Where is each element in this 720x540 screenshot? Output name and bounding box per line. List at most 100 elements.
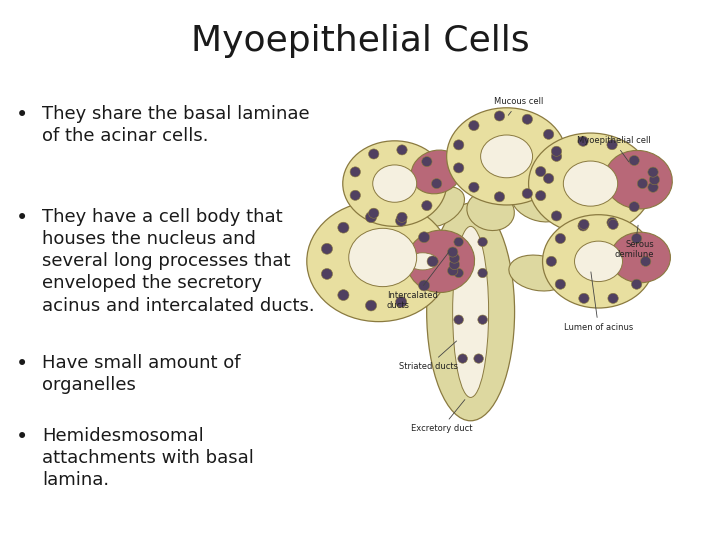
Circle shape — [544, 129, 554, 139]
Circle shape — [338, 222, 349, 233]
Ellipse shape — [528, 133, 652, 234]
Circle shape — [422, 157, 432, 167]
Circle shape — [458, 354, 467, 363]
Circle shape — [641, 256, 651, 266]
Circle shape — [321, 244, 333, 254]
Circle shape — [578, 221, 588, 231]
Text: •: • — [16, 354, 28, 374]
Text: •: • — [16, 105, 28, 125]
Circle shape — [454, 268, 464, 278]
Circle shape — [454, 140, 464, 150]
Text: They share the basal laminae
of the acinar cells.: They share the basal laminae of the acin… — [42, 105, 310, 145]
Circle shape — [397, 212, 408, 222]
Text: Striated ducts: Striated ducts — [399, 341, 458, 371]
Ellipse shape — [611, 232, 670, 283]
Text: Have small amount of
organelles: Have small amount of organelles — [42, 354, 240, 394]
Circle shape — [544, 173, 554, 184]
Circle shape — [478, 237, 487, 247]
Circle shape — [607, 140, 617, 150]
Text: •: • — [16, 208, 28, 228]
Ellipse shape — [563, 161, 618, 206]
Text: •: • — [16, 427, 28, 447]
Circle shape — [629, 156, 639, 166]
Circle shape — [369, 208, 379, 218]
Ellipse shape — [307, 201, 451, 322]
Circle shape — [366, 300, 377, 311]
Ellipse shape — [512, 184, 565, 222]
Circle shape — [449, 260, 459, 269]
Circle shape — [395, 215, 407, 226]
Circle shape — [395, 296, 407, 307]
Circle shape — [522, 114, 533, 124]
Circle shape — [418, 280, 430, 291]
Ellipse shape — [408, 253, 438, 270]
Text: Mucous cell: Mucous cell — [494, 97, 544, 116]
Circle shape — [629, 201, 639, 212]
Ellipse shape — [407, 230, 474, 293]
Circle shape — [555, 233, 565, 244]
Ellipse shape — [575, 241, 623, 281]
Circle shape — [552, 211, 562, 221]
Ellipse shape — [481, 135, 533, 178]
Ellipse shape — [453, 226, 489, 397]
Ellipse shape — [446, 108, 567, 205]
Circle shape — [637, 179, 648, 188]
Circle shape — [338, 289, 349, 301]
Text: Serous
demilune: Serous demilune — [615, 225, 654, 259]
Circle shape — [536, 191, 546, 201]
Ellipse shape — [413, 186, 464, 227]
Circle shape — [522, 188, 533, 199]
Circle shape — [607, 218, 617, 227]
Circle shape — [448, 266, 458, 276]
Circle shape — [631, 279, 642, 289]
Circle shape — [427, 256, 438, 267]
Circle shape — [449, 253, 459, 263]
Circle shape — [555, 279, 565, 289]
Circle shape — [418, 232, 430, 242]
Circle shape — [552, 146, 562, 157]
Ellipse shape — [373, 165, 417, 202]
Circle shape — [366, 212, 377, 222]
Circle shape — [431, 179, 442, 188]
Circle shape — [552, 151, 562, 161]
Circle shape — [536, 166, 546, 177]
Circle shape — [454, 163, 464, 173]
Text: Excretory duct: Excretory duct — [410, 400, 472, 433]
Circle shape — [648, 167, 658, 177]
Circle shape — [495, 111, 505, 121]
Text: They have a cell body that
houses the nucleus and
several long processes that
en: They have a cell body that houses the nu… — [42, 208, 315, 315]
Ellipse shape — [605, 151, 672, 209]
Circle shape — [579, 219, 589, 230]
Circle shape — [478, 315, 487, 325]
Circle shape — [454, 237, 464, 247]
Circle shape — [454, 315, 464, 325]
Circle shape — [448, 247, 458, 257]
Circle shape — [649, 174, 660, 185]
Ellipse shape — [389, 242, 456, 281]
Circle shape — [608, 219, 618, 230]
Circle shape — [350, 190, 361, 200]
Circle shape — [350, 167, 361, 177]
Circle shape — [422, 200, 432, 211]
Circle shape — [469, 120, 479, 131]
Circle shape — [321, 268, 333, 279]
Circle shape — [608, 293, 618, 303]
Ellipse shape — [348, 228, 417, 287]
Circle shape — [474, 354, 483, 363]
Ellipse shape — [343, 141, 446, 226]
Ellipse shape — [427, 203, 515, 421]
Circle shape — [469, 182, 479, 192]
Text: Lumen of acinus: Lumen of acinus — [564, 272, 633, 332]
Circle shape — [631, 233, 642, 244]
Ellipse shape — [467, 191, 514, 231]
Circle shape — [579, 293, 589, 303]
Circle shape — [495, 192, 505, 202]
Text: Myoepithelial cell: Myoepithelial cell — [577, 136, 650, 162]
Circle shape — [648, 182, 658, 192]
Ellipse shape — [509, 255, 568, 291]
Text: Intercalated
ducts: Intercalated ducts — [387, 252, 449, 310]
Circle shape — [546, 256, 557, 266]
Ellipse shape — [411, 150, 462, 194]
Text: Myoepithelial Cells: Myoepithelial Cells — [191, 24, 529, 58]
Circle shape — [578, 136, 588, 146]
